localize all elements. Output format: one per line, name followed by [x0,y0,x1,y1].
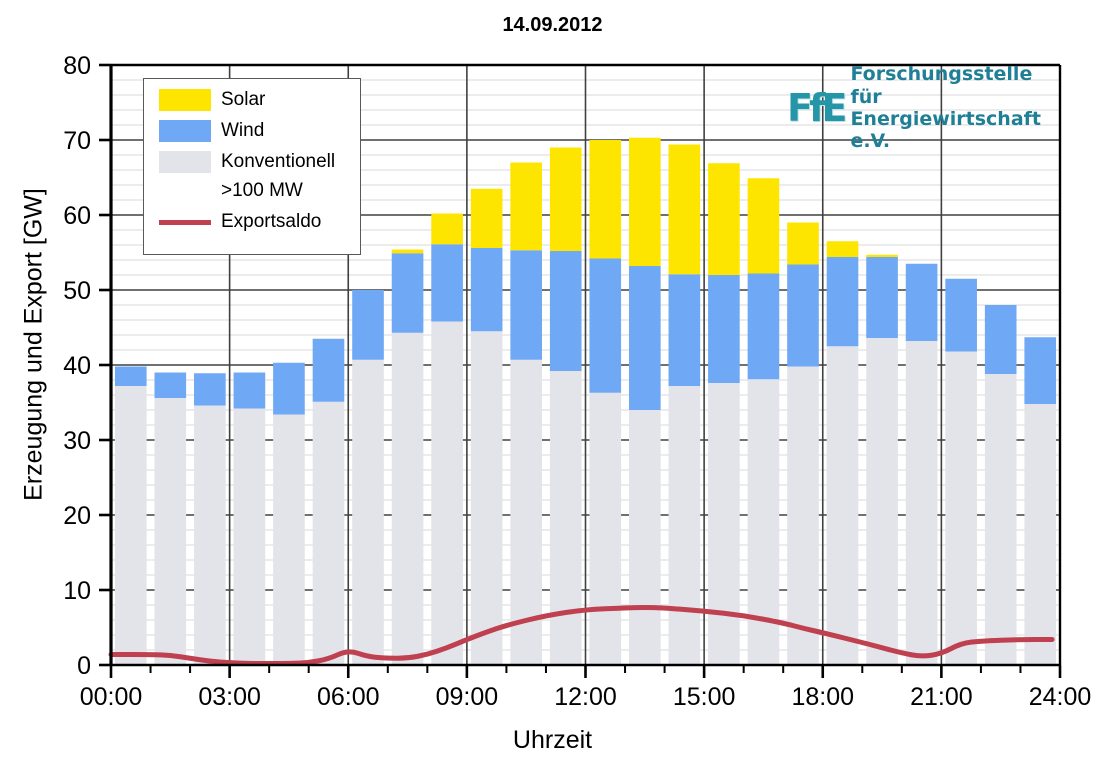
svg-text:21:00: 21:00 [910,683,973,711]
svg-text:10: 10 [63,577,91,605]
legend-label-konventionell: Konventionell [221,150,336,172]
exportsaldo-swatch [159,211,211,233]
svg-text:40: 40 [63,352,91,380]
svg-text:03:00: 03:00 [198,683,261,711]
solar-swatch [159,88,211,111]
wind-swatch [159,119,211,142]
chart-legend: Solar Wind Konventionell >100 MW Exports… [143,78,361,255]
legend-sublabel-power-threshold: >100 MW [221,180,303,201]
legend-item-konventionell: Konventionell [159,147,360,176]
ffe-logo: FfE Forschungsstelle für Energiewirtscha… [787,63,1055,152]
x-axis-label: Uhrzeit [512,726,593,754]
legend-label-wind: Wind [221,119,265,141]
svg-text:60: 60 [63,202,91,230]
svg-text:50: 50 [63,277,91,305]
svg-text:18:00: 18:00 [791,683,854,711]
svg-text:70: 70 [63,127,91,155]
legend-item-exportsaldo: Exportsaldo [159,207,360,236]
legend-item-solar: Solar [159,85,360,114]
legend-label-exportsaldo: Exportsaldo [221,210,322,232]
svg-text:80: 80 [63,52,91,80]
svg-text:20: 20 [63,502,91,530]
chart-title: 14.09.2012 [502,14,603,36]
svg-text:30: 30 [63,427,91,455]
svg-text:0: 0 [77,652,91,680]
svg-text:09:00: 09:00 [436,683,499,711]
legend-label-solar: Solar [221,88,266,110]
svg-text:12:00: 12:00 [554,683,617,711]
tick-labels: 0 10 20 30 40 50 60 70 80 00:00 03:00 06:00 09:00 12:… [63,52,1091,711]
svg-text:00:00: 00:00 [80,683,143,711]
axes [99,63,1062,678]
bar-series-group [114,137,1057,665]
ffe-logo-mark-icon: FfE [787,86,847,130]
ffe-logo-text: Forschungsstelle für Energiewirtschaft e… [850,63,1055,153]
legend-item-wind: Wind [159,116,360,145]
export-line-series [108,604,1055,667]
svg-text:15:00: 15:00 [673,683,736,711]
svg-text:06:00: 06:00 [317,683,380,711]
svg-text:24:00: 24:00 [1029,683,1092,711]
konventionell-swatch [159,150,211,173]
ffe-logo-line1: Forschungsstelle für [850,63,1033,108]
ffe-logo-line2: Energiewirtschaft e.V. [850,108,1042,153]
